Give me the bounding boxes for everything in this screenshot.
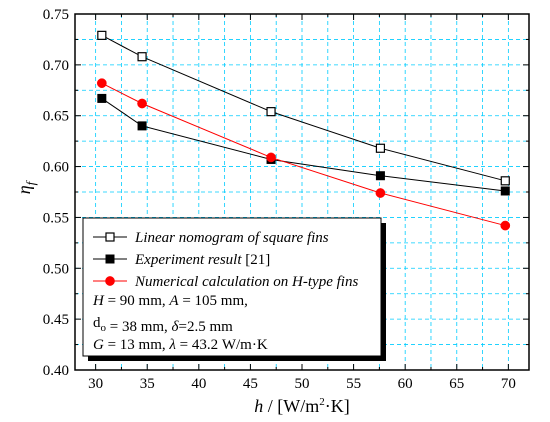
x-axis-unit-tail: ·K] (325, 396, 350, 416)
series-line (101, 34, 506, 182)
data-point (137, 52, 147, 62)
y-tick-label: 0.75 (43, 7, 69, 23)
data-point (500, 220, 511, 231)
data-point (500, 176, 510, 186)
y-tick-label: 0.70 (43, 58, 69, 74)
y-tick-label: 0.45 (43, 312, 69, 328)
x-axis-unit: / [W/m (263, 396, 319, 416)
legend-parameter-line: do = 38 mm, δ=2.5 mm (93, 315, 233, 335)
x-tick-label: 60 (398, 376, 413, 392)
legend-entry-name: Experiment result (134, 252, 242, 268)
x-axis-label: h / [W/m2·K] (254, 396, 350, 416)
parameter-text: = 105 mm, (179, 293, 248, 309)
series-3 (96, 78, 511, 231)
x-axis-var: h (254, 396, 263, 416)
parameter-text: = 90 mm, (104, 293, 170, 309)
x-tick-label: 35 (140, 376, 155, 392)
x-tick-label: 70 (501, 376, 516, 392)
data-point (375, 188, 386, 198)
parameter-text: λ (168, 337, 176, 353)
series-1 (97, 30, 510, 186)
grid-lines (75, 14, 529, 370)
series-layer (96, 30, 511, 231)
legend-entry-name: Numerical calculation on H-type fins (134, 274, 358, 290)
data-point (375, 171, 385, 181)
data-point (137, 98, 147, 109)
x-tick-label: 30 (88, 376, 103, 392)
x-tick-label: 40 (191, 376, 206, 392)
legend-box (82, 217, 382, 357)
x-tick-label: 45 (243, 376, 258, 392)
legend-entry-label: Linear nomogram of square fins (134, 230, 329, 246)
legend-parameter-line: H = 90 mm, A = 105 mm, (92, 293, 248, 309)
x-axis-unit-sup: 2 (319, 396, 325, 408)
data-point (500, 186, 510, 196)
parameter-text: G (93, 337, 104, 353)
data-point (137, 121, 147, 131)
legend-parameter-line: G = 13 mm, λ = 43.2 W/m·K (93, 337, 268, 353)
y-tick-label: 0.50 (43, 261, 69, 277)
y-axis-var-sub: f (23, 179, 38, 185)
legend-entry-label: Numerical calculation on H-type fins (134, 274, 358, 290)
legend-entry-label: Experiment result [21] (134, 252, 270, 268)
legend-marker (105, 276, 115, 286)
parameter-text: δ (172, 319, 180, 335)
data-point (266, 152, 276, 163)
parameter-text: = 13 mm, (104, 337, 170, 353)
series-line (101, 82, 506, 227)
legend-marker (105, 232, 115, 242)
series-2 (97, 93, 510, 196)
y-axis-var: η (14, 185, 34, 194)
data-point (266, 107, 276, 117)
x-tick-label: 65 (449, 376, 464, 392)
y-axis-label: ηf (14, 179, 38, 194)
parameter-text: d (93, 315, 101, 331)
legend: Linear nomogram of square fins Experiment… (82, 217, 386, 361)
legend-entry-name: Linear nomogram of square fins (134, 230, 329, 246)
data-point (375, 143, 386, 153)
data-point (97, 30, 107, 40)
data-point (97, 93, 107, 103)
x-tick-label: 55 (346, 376, 361, 392)
y-tick-label: 0.65 (43, 109, 69, 125)
axis-ticks: 30 35 40 45 50 55 60 65 70 0.40 0.45 0.50 0.55 0.60 0.… (43, 7, 529, 392)
parameter-text: A (168, 293, 179, 309)
x-tick-label: 50 (295, 376, 310, 392)
data-point (96, 78, 107, 89)
parameter-text: = 38 mm, (106, 319, 172, 335)
y-tick-label: 0.40 (43, 363, 69, 379)
parameter-text: o (101, 322, 107, 334)
legend-entry-ref: [21] (242, 252, 271, 268)
parameter-text: = 43.2 W/m·K (176, 337, 268, 353)
parameter-text: H (92, 293, 105, 309)
legend-marker (105, 254, 115, 264)
y-tick-label: 0.60 (43, 160, 69, 176)
parameter-text: =2.5 mm (179, 319, 234, 335)
y-tick-label: 0.55 (43, 210, 69, 226)
